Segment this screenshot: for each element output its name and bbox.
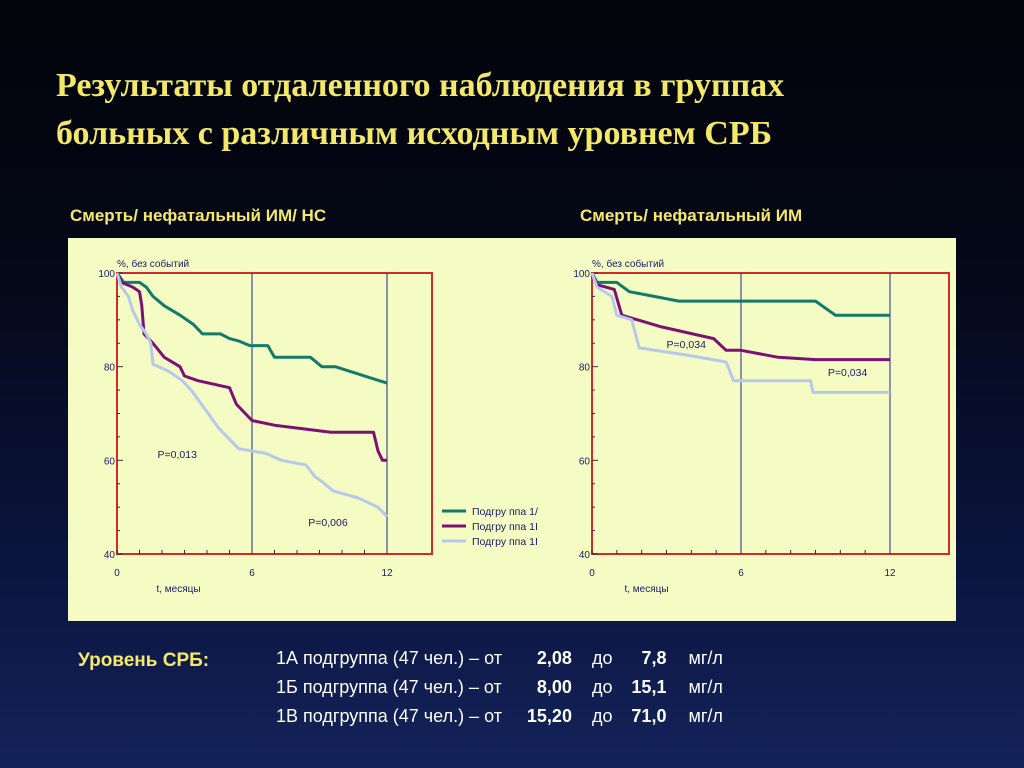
x-tick-label: 6 (738, 568, 744, 579)
plot-frame (591, 272, 950, 555)
x-tick-label: 0 (114, 568, 120, 579)
plot-frame (116, 272, 433, 555)
y-tick-label: 100 (98, 269, 115, 280)
title-line-2: больных с различным исходным уровнем СРБ (56, 115, 773, 152)
p-value-annotation: P=0,013 (158, 449, 198, 461)
y-axis-title: %, без событий (117, 258, 189, 270)
x-axis-title: t, месяцы (156, 584, 200, 595)
y-tick-label: 100 (573, 269, 590, 280)
crp-to-value: 7,8 (641, 648, 667, 668)
series-line (590, 272, 890, 317)
crp-level-label: Уровень СРБ: (78, 650, 210, 671)
crp-unit: мг/л (688, 706, 723, 726)
x-tick-label: 12 (884, 568, 896, 579)
series-line (115, 272, 388, 385)
series-line (115, 272, 389, 518)
x-tick-label: 12 (381, 568, 393, 579)
legend-label: Подгру ппа 1I (472, 521, 538, 533)
y-tick-label: 40 (104, 550, 116, 561)
y-axis-title: %, без событий (592, 258, 664, 270)
p-value-annotation: P=0,006 (308, 517, 348, 529)
y-tick-label: 60 (104, 456, 116, 467)
series-line (590, 272, 890, 394)
x-tick-label: 0 (589, 568, 595, 579)
crp-group-label: 1Б подгруппа (47 чел.) – от (276, 677, 502, 697)
p-value-annotation: P=0,034 (667, 339, 707, 351)
crp-to-value: 15,1 (631, 677, 667, 697)
crp-row-1b: 1Б подгруппа (47 чел.) – от 8,00 до 15,1… (276, 673, 723, 702)
crp-to-word: до (591, 648, 613, 668)
y-tick-label: 60 (579, 456, 591, 467)
crp-group-label: 1А подгруппа (47 чел.) – от (276, 648, 502, 668)
crp-unit: мг/л (688, 648, 723, 668)
y-tick-label: 80 (104, 363, 116, 374)
x-tick-label: 6 (249, 568, 255, 579)
crp-group-label: 1В подгруппа (47 чел.) – от (276, 706, 502, 726)
legend-label: Подгру ппа 1I (472, 536, 538, 548)
left-chart: 40 60 80 100 0 6 12 %, без событий t, месяцы P=0,… (98, 258, 538, 595)
crp-from-value: 8,00 (536, 677, 572, 697)
left-chart-panel: 40 60 80 100 0 6 12 %, без событий t, месяцы P=0,… (68, 238, 561, 621)
y-tick-label: 40 (579, 550, 591, 561)
p-value-annotation: P=0,034 (828, 367, 868, 379)
crp-to-word: до (591, 706, 613, 726)
crp-row-1a: 1А подгруппа (47 чел.) – от 2,08 до 7,8 … (276, 644, 723, 673)
crp-unit: мг/л (688, 677, 723, 697)
left-chart-heading: Смерть/ нефатальный ИМ/ НС (70, 206, 327, 225)
y-tick-label: 80 (579, 363, 591, 374)
right-chart-heading: Смерть/ нефатальный ИМ (580, 206, 803, 225)
slide-title: Результаты отдаленного наблюдения в груп… (56, 62, 996, 158)
crp-row-1v: 1В подгруппа (47 чел.) – от 15,20 до 71,… (276, 702, 723, 731)
series-line (590, 272, 890, 362)
right-chart-panel: 40 60 80 100 0 6 12 %, без событий t, месяцы P=0,… (555, 238, 956, 621)
legend-label: Подгру ппа 1/ (472, 506, 538, 518)
crp-to-word: до (591, 677, 613, 697)
crp-level-table: 1А подгруппа (47 чел.) – от 2,08 до 7,8 … (276, 644, 723, 731)
x-axis-title: t, месяцы (624, 584, 668, 595)
right-chart: 40 60 80 100 0 6 12 %, без событий t, месяцы P=0,… (573, 258, 950, 595)
title-line-1: Результаты отдаленного наблюдения в груп… (56, 67, 785, 104)
series-line (115, 272, 387, 462)
crp-from-value: 2,08 (536, 648, 572, 668)
crp-from-value: 15,20 (526, 706, 572, 726)
crp-to-value: 71,0 (631, 706, 667, 726)
